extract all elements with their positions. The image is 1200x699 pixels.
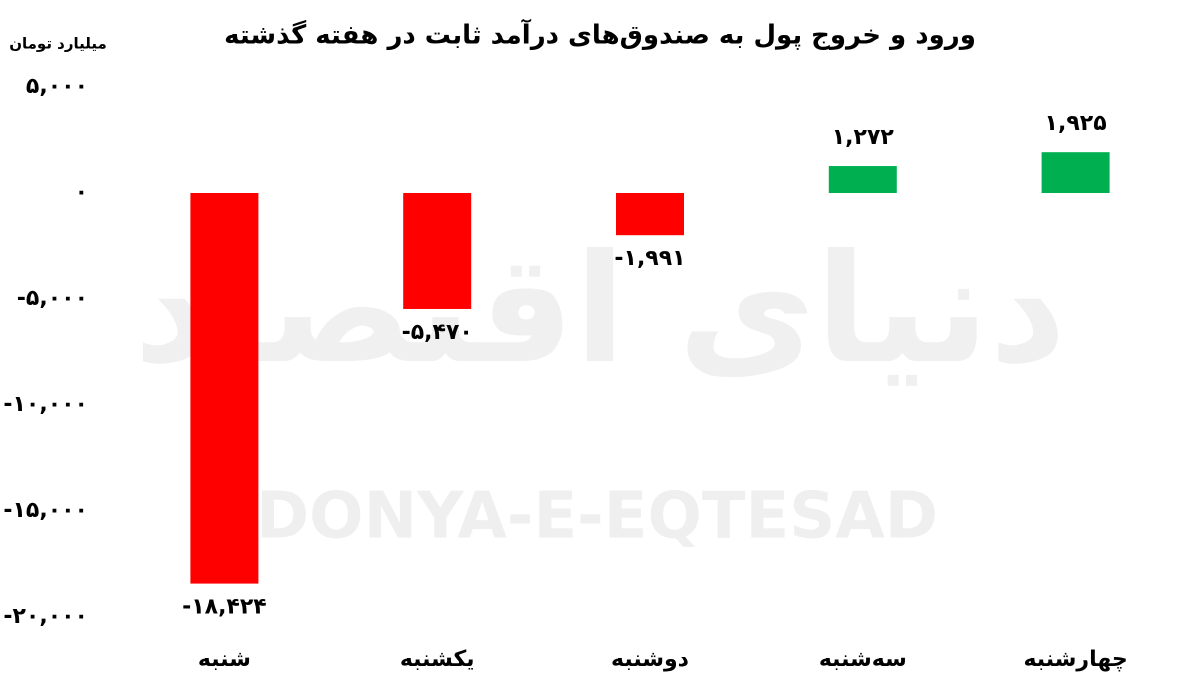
- y-tick-label: -۱۰,۰۰۰: [3, 392, 88, 417]
- x-tick-label: یکشنبه: [400, 647, 475, 672]
- bar: [828, 166, 897, 193]
- value-label: ۱,۲۷۲: [832, 125, 895, 150]
- x-tick-label: چهارشنبه: [1023, 647, 1127, 672]
- bar: [616, 193, 684, 236]
- x-tick-label: سه‌شنبه: [819, 647, 907, 672]
- watermark-fa: دنیای اقتصاد: [134, 223, 1067, 397]
- bar: [403, 193, 472, 309]
- y-axis-label: میلیارد تومان: [9, 35, 107, 53]
- x-tick-label: دوشنبه: [611, 647, 689, 672]
- bar: [1041, 152, 1110, 193]
- y-tick-label: -۱۵,۰۰۰: [3, 498, 88, 523]
- y-tick-label: -۵,۰۰۰: [17, 286, 88, 311]
- chart-title: ورود و خروج پول به صندوق‌های درآمد ثابت …: [224, 19, 976, 51]
- y-tick-label: ۵,۰۰۰: [26, 74, 88, 99]
- x-tick-label: شنبه: [198, 647, 251, 672]
- watermark: DONYA-E-EQTESAD: [256, 480, 938, 554]
- value-label: -۱,۹۹۱: [614, 246, 685, 271]
- y-tick-label: ۰: [75, 180, 88, 205]
- value-label: -۱۸,۴۲۴: [182, 595, 267, 620]
- y-tick-label: -۲۰,۰۰۰: [3, 604, 88, 629]
- value-label: ۱,۹۲۵: [1045, 111, 1107, 136]
- bar: [190, 193, 259, 584]
- value-label: -۵,۴۷۰: [402, 320, 473, 345]
